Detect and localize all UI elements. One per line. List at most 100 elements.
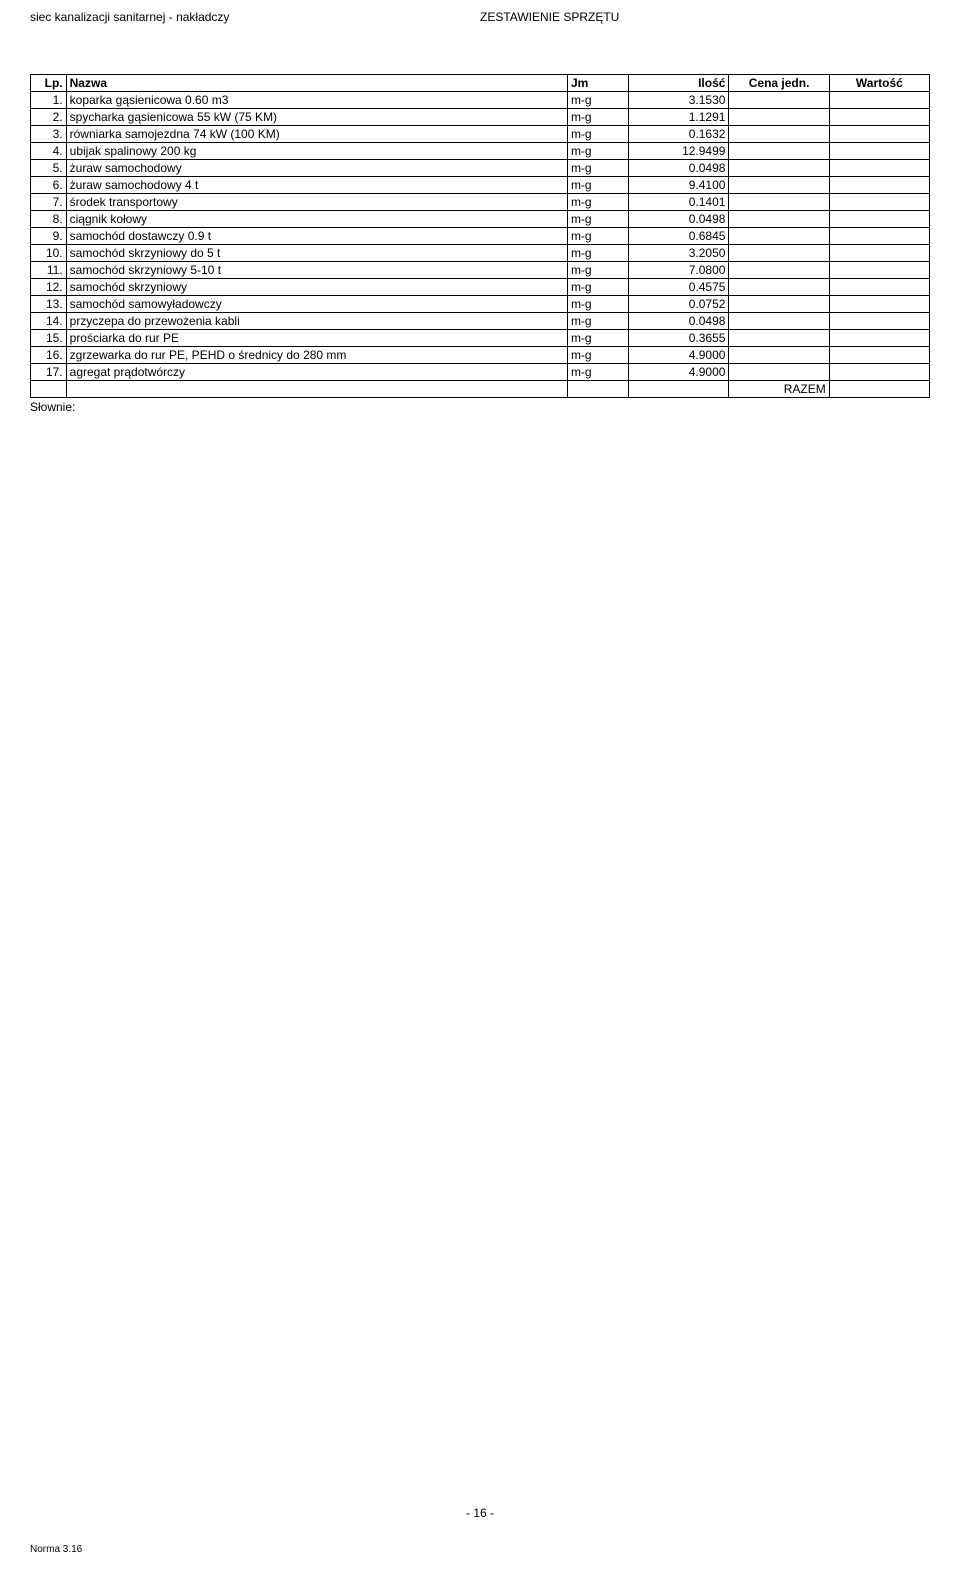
cell-lp: 4. <box>31 143 67 160</box>
table-row: 12.samochód skrzyniowym-g0.4575 <box>31 279 930 296</box>
cell-cena <box>729 364 829 381</box>
cell-ilosc: 0.0498 <box>629 211 729 228</box>
cell-nazwa: samochód skrzyniowy 5-10 t <box>66 262 567 279</box>
cell-cena <box>729 279 829 296</box>
cell-lp: 7. <box>31 194 67 211</box>
cell-nazwa: przyczepa do przewożenia kabli <box>66 313 567 330</box>
cell-jm: m-g <box>567 330 628 347</box>
cell-ilosc: 3.2050 <box>629 245 729 262</box>
cell-wartosc <box>829 194 929 211</box>
cell-cena <box>729 143 829 160</box>
cell-nazwa: ubijak spalinowy 200 kg <box>66 143 567 160</box>
cell-wartosc <box>829 126 929 143</box>
cell-cena <box>729 92 829 109</box>
cell-ilosc: 4.9000 <box>629 364 729 381</box>
cell-nazwa: żuraw samochodowy 4 t <box>66 177 567 194</box>
cell-lp: 15. <box>31 330 67 347</box>
cell-ilosc: 3.1530 <box>629 92 729 109</box>
cell-jm: m-g <box>567 296 628 313</box>
cell-jm: m-g <box>567 194 628 211</box>
cell-ilosc <box>629 381 729 398</box>
cell-lp: 1. <box>31 92 67 109</box>
col-header-wartosc: Wartość <box>829 75 929 92</box>
cell-jm: m-g <box>567 313 628 330</box>
cell-nazwa: prościarka do rur PE <box>66 330 567 347</box>
cell-jm: m-g <box>567 211 628 228</box>
cell-jm: m-g <box>567 143 628 160</box>
cell-cena <box>729 211 829 228</box>
cell-cena <box>729 262 829 279</box>
table-row: 1.koparka gąsienicowa 0.60 m3m-g3.1530 <box>31 92 930 109</box>
table-row: 3.równiarka samojezdna 74 kW (100 KM)m-g… <box>31 126 930 143</box>
cell-nazwa: spycharka gąsienicowa 55 kW (75 KM) <box>66 109 567 126</box>
cell-jm: m-g <box>567 126 628 143</box>
col-header-lp: Lp. <box>31 75 67 92</box>
footer-norma: Norma 3.16 <box>30 1544 82 1555</box>
cell-wartosc <box>829 364 929 381</box>
cell-nazwa: równiarka samojezdna 74 kW (100 KM) <box>66 126 567 143</box>
table-row: 4.ubijak spalinowy 200 kgm-g12.9499 <box>31 143 930 160</box>
cell-cena <box>729 296 829 313</box>
header-row: siec kanalizacji sanitarnej - nakładczy … <box>30 10 930 24</box>
cell-jm: m-g <box>567 228 628 245</box>
cell-nazwa: samochód skrzyniowy do 5 t <box>66 245 567 262</box>
cell-nazwa: samochód samowyładowczy <box>66 296 567 313</box>
cell-wartosc <box>829 381 929 398</box>
table-row: 2.spycharka gąsienicowa 55 kW (75 KM)m-g… <box>31 109 930 126</box>
cell-ilosc: 0.1632 <box>629 126 729 143</box>
cell-jm: m-g <box>567 92 628 109</box>
cell-ilosc: 1.1291 <box>629 109 729 126</box>
table-row: 5.żuraw samochodowym-g0.0498 <box>31 160 930 177</box>
cell-nazwa: koparka gąsienicowa 0.60 m3 <box>66 92 567 109</box>
cell-jm: m-g <box>567 160 628 177</box>
cell-ilosc: 0.6845 <box>629 228 729 245</box>
table-row: 6.żuraw samochodowy 4 tm-g9.4100 <box>31 177 930 194</box>
table-row: 16.zgrzewarka do rur PE, PEHD o średnicy… <box>31 347 930 364</box>
cell-cena <box>729 347 829 364</box>
cell-nazwa: ciągnik kołowy <box>66 211 567 228</box>
cell-ilosc: 0.4575 <box>629 279 729 296</box>
cell-nazwa: zgrzewarka do rur PE, PEHD o średnicy do… <box>66 347 567 364</box>
col-header-cena: Cena jedn. <box>729 75 829 92</box>
table-row: 15.prościarka do rur PEm-g0.3655 <box>31 330 930 347</box>
table-row: 7.środek transportowym-g0.1401 <box>31 194 930 211</box>
col-header-jm: Jm <box>567 75 628 92</box>
cell-lp: 3. <box>31 126 67 143</box>
slownie-label: Słownie: <box>30 400 930 414</box>
cell-cena <box>729 228 829 245</box>
cell-ilosc: 7.0800 <box>629 262 729 279</box>
cell-jm: m-g <box>567 109 628 126</box>
cell-jm: m-g <box>567 279 628 296</box>
cell-nazwa <box>66 381 567 398</box>
cell-nazwa: żuraw samochodowy <box>66 160 567 177</box>
cell-ilosc: 12.9499 <box>629 143 729 160</box>
table-row: 14.przyczepa do przewożenia kablim-g0.04… <box>31 313 930 330</box>
cell-wartosc <box>829 296 929 313</box>
cell-lp: 10. <box>31 245 67 262</box>
cell-jm: m-g <box>567 347 628 364</box>
cell-cena <box>729 160 829 177</box>
cell-jm <box>567 381 628 398</box>
equipment-table: Lp. Nazwa Jm Ilość Cena jedn. Wartość 1.… <box>30 74 930 398</box>
header-left: siec kanalizacji sanitarnej - nakładczy <box>30 10 480 24</box>
col-header-ilosc: Ilość <box>629 75 729 92</box>
cell-wartosc <box>829 279 929 296</box>
col-header-nazwa: Nazwa <box>66 75 567 92</box>
table-header-row: Lp. Nazwa Jm Ilość Cena jedn. Wartość <box>31 75 930 92</box>
cell-wartosc <box>829 262 929 279</box>
header-center: ZESTAWIENIE SPRZĘTU <box>480 10 930 24</box>
table-row: 10.samochód skrzyniowy do 5 tm-g3.2050 <box>31 245 930 262</box>
cell-jm: m-g <box>567 177 628 194</box>
cell-cena <box>729 330 829 347</box>
cell-wartosc <box>829 330 929 347</box>
cell-lp: 13. <box>31 296 67 313</box>
cell-lp: 9. <box>31 228 67 245</box>
cell-wartosc <box>829 245 929 262</box>
cell-cena <box>729 194 829 211</box>
cell-jm: m-g <box>567 262 628 279</box>
cell-lp: 8. <box>31 211 67 228</box>
cell-lp: 6. <box>31 177 67 194</box>
cell-nazwa: środek transportowy <box>66 194 567 211</box>
cell-ilosc: 0.0752 <box>629 296 729 313</box>
cell-cena <box>729 313 829 330</box>
